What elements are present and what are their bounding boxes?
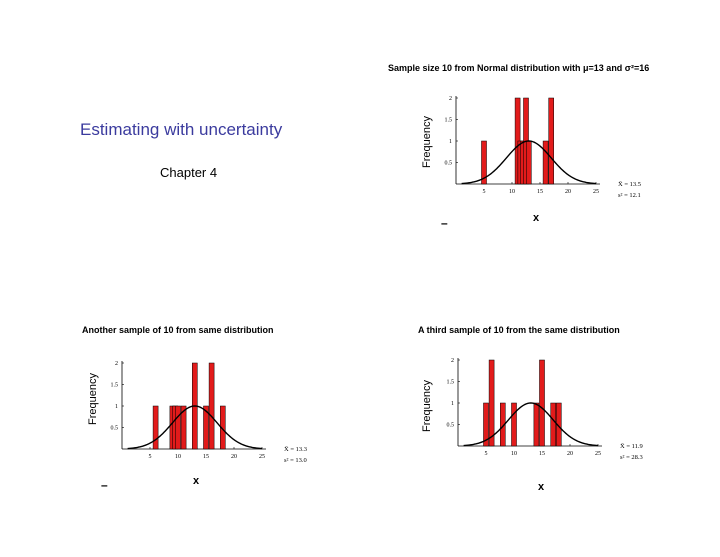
- chart-1-svg: 5 10 15 20 25 0.5 1 1.5 2 X̄ = 13.5 s² = 12.1: [445, 96, 641, 199]
- normal-curve: [127, 405, 263, 450]
- y-tick-label: 2: [115, 361, 118, 367]
- histogram-bar: [548, 97, 554, 185]
- chart-3-title: A third sample of 10 from the same distr…: [418, 325, 620, 335]
- y-tick-label: 0.5: [111, 426, 119, 432]
- chart-1-dash-mark: –: [441, 216, 448, 230]
- histogram-bar: [208, 362, 215, 450]
- histogram-bar: [511, 402, 517, 447]
- stat-annotation: X̄ = 13.5: [618, 181, 641, 188]
- x-tick-label: 5: [483, 189, 486, 195]
- histogram-bar: [483, 402, 489, 447]
- histogram-bar: [203, 405, 209, 450]
- chart-2-svg: 5 10 15 20 25 0.5 1 1.5 2 X̄ = 13.3 s² = 13.0: [111, 361, 307, 464]
- x-tick-label: 15: [537, 189, 543, 195]
- chart-1-xlabel: x: [533, 212, 540, 224]
- x-tick-label: 20: [231, 454, 237, 460]
- y-tick-label: 1: [449, 139, 452, 145]
- x-tick-label: 5: [149, 454, 152, 460]
- slide-subtitle: Chapter 4: [160, 165, 218, 180]
- histogram-bar: [180, 405, 187, 450]
- histogram-bar: [152, 405, 159, 450]
- stat-annotation: X̄ = 13.3: [284, 446, 307, 453]
- normal-curve: [463, 402, 599, 447]
- stat-annotation: s² = 28.3: [620, 454, 643, 461]
- y-tick-label: 1.5: [447, 380, 455, 386]
- y-tick-label: 0.5: [447, 423, 455, 429]
- x-tick-label: 10: [509, 189, 515, 195]
- x-tick-label: 20: [567, 451, 573, 457]
- y-tick-label: 1.5: [111, 383, 119, 389]
- chart-2-dash-mark: –: [101, 478, 108, 492]
- histogram-bar: [550, 402, 556, 447]
- chart-2-xlabel: x: [193, 475, 200, 487]
- chart-1-title: Sample size 10 from Normal distribution …: [388, 63, 650, 73]
- histogram-bar: [481, 140, 487, 185]
- histogram-bar: [533, 402, 540, 447]
- histogram-bar: [488, 359, 495, 447]
- y-tick-label: 2: [449, 96, 452, 102]
- histogram-bar: [175, 405, 181, 450]
- y-tick-label: 1: [115, 404, 118, 410]
- stat-annotation: s² = 12.1: [618, 192, 641, 199]
- histogram-bar: [526, 140, 532, 185]
- chart-2-title: Another sample of 10 from same distribut…: [82, 325, 274, 335]
- chart-3-xlabel: x: [538, 481, 545, 493]
- x-tick-label: 20: [565, 189, 571, 195]
- y-tick-label: 2: [451, 358, 454, 364]
- x-tick-label: 25: [593, 189, 599, 195]
- y-tick-label: 1.5: [445, 118, 453, 124]
- x-tick-label: 15: [539, 451, 545, 457]
- x-tick-label: 25: [259, 454, 265, 460]
- x-tick-label: 15: [203, 454, 209, 460]
- histogram-bar: [539, 359, 545, 447]
- histogram-bar: [542, 140, 549, 185]
- slide-title: Estimating with uncertainty: [80, 120, 283, 139]
- normal-curve: [461, 140, 597, 185]
- y-tick-label: 0.5: [445, 161, 453, 167]
- stat-annotation: s² = 13.0: [284, 457, 307, 464]
- x-tick-label: 5: [485, 451, 488, 457]
- x-tick-label: 10: [175, 454, 181, 460]
- chart-3-svg: 5 10 15 20 25 0.5 1 1.5 2 X̄ = 11.9 s² = 28.3: [447, 358, 643, 461]
- x-tick-label: 25: [595, 451, 601, 457]
- stat-annotation: X̄ = 11.9: [620, 443, 643, 450]
- y-tick-label: 1: [451, 401, 454, 407]
- x-tick-label: 10: [511, 451, 517, 457]
